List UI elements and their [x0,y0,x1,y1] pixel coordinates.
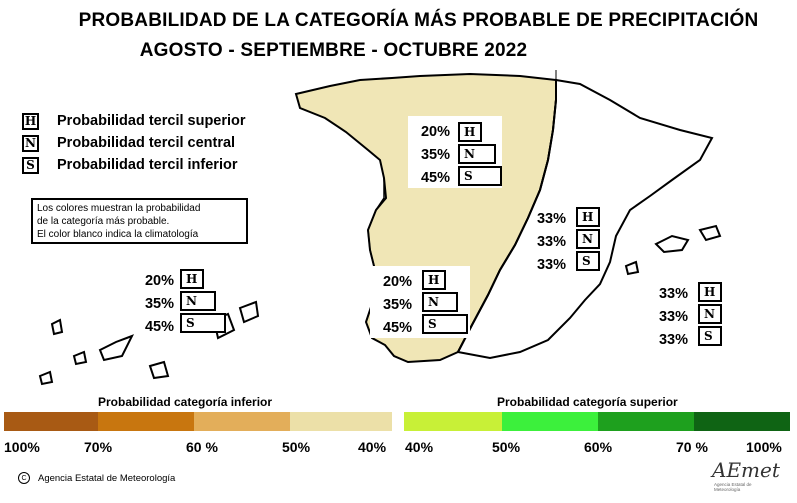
box-s: S [698,326,722,346]
scale-tick-label: 100% [4,439,40,455]
prob-h: 33% [536,211,566,227]
scale-title-inferior: Probabilidad categoría inferior [98,395,273,409]
map-title: PROBABILIDAD DE LA CATEGORÍA MÁS PROBABL… [78,10,759,31]
prob-s: 45% [144,319,174,335]
legend-item-s: S Probabilidad tercil inferior [22,154,237,176]
legend-item-n: N Probabilidad tercil central [22,132,235,154]
legend-n-label: Probabilidad tercil central [57,135,236,151]
box-n: N [698,304,722,324]
logo-text: AEmet [712,458,780,482]
prob-h: 20% [144,273,174,289]
scale-segment-inferior [4,412,98,431]
scale-tick-label: 50% [492,439,521,455]
note-line: El color blanco indica la climatología [37,229,199,240]
scale-segment-superior [404,412,502,431]
box-h: H [576,207,600,227]
prob-h: 33% [658,286,688,302]
box-s: S [458,166,502,186]
scale-segment-inferior [98,412,194,431]
scale-segment-inferior [290,412,392,431]
prob-n: 33% [658,309,688,325]
legend-s-box: S [22,156,39,174]
note-line: Los colores muestran la probabilidad [37,203,201,214]
credit: C Agencia Estatal de Meteorología [18,472,175,484]
scale-tick-label: 50% [282,439,311,455]
box-h: H [458,122,482,142]
scale-tick-label: 40% [405,439,434,455]
box-h: H [180,269,204,289]
aemet-logo: AEmet Agencia Estatal de Meteorología [712,458,780,494]
scale-tick-label: 60 % [186,439,218,455]
copyright-icon: C [18,472,30,484]
prob-h: 20% [420,124,450,140]
box-n: N [422,292,458,312]
legend-h-label: Probabilidad tercil superior [57,113,246,129]
scale-title-superior: Probabilidad categoría superior [497,395,678,409]
scale-segment-superior [694,412,790,431]
prob-h: 20% [382,274,412,290]
legend-n-box: N [22,134,39,152]
scale-tick-label: 70% [84,439,113,455]
legend-h-box: H [22,112,39,130]
prob-n: 35% [382,297,412,313]
prob-s: 45% [382,320,412,336]
scale-tick-label: 100% [746,439,782,455]
box-s: S [422,314,468,334]
scale-tick-label: 40% [358,439,387,455]
baleares-islands [624,224,722,276]
box-n: N [458,144,496,164]
box-n: N [576,229,600,249]
legend-item-h: H Probabilidad tercil superior [22,110,246,132]
prob-s: 33% [658,332,688,348]
prob-s: 33% [536,257,566,273]
scale-segment-superior [598,412,694,431]
scale-tick-label: 60% [584,439,613,455]
box-s: S [576,251,600,271]
map-subtitle: AGOSTO - SEPTIEMBRE - OCTUBRE 2022 [139,40,528,61]
prob-n: 35% [420,147,450,163]
prob-s: 45% [420,170,450,186]
box-n: N [180,291,216,311]
legend-s-label: Probabilidad tercil inferior [57,157,238,173]
logo-subtext: Agencia Estatal de Meteorología [714,482,752,492]
scale-segment-superior [502,412,598,431]
scale-tick-label: 70 % [676,439,708,455]
box-s: S [180,313,226,333]
prob-n: 33% [536,234,566,250]
scale-segment-inferior [194,412,290,431]
box-h: H [698,282,722,302]
credit-text: Agencia Estatal de Meteorología [38,472,176,484]
prob-n: 35% [144,296,174,312]
box-h: H [422,270,446,290]
note-line: de la categoría más probable. [37,216,170,227]
note-box: Los colores muestran la probabilidad de … [31,198,248,244]
